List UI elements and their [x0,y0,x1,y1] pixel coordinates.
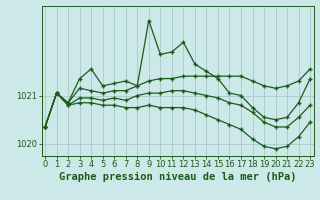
X-axis label: Graphe pression niveau de la mer (hPa): Graphe pression niveau de la mer (hPa) [59,172,296,182]
